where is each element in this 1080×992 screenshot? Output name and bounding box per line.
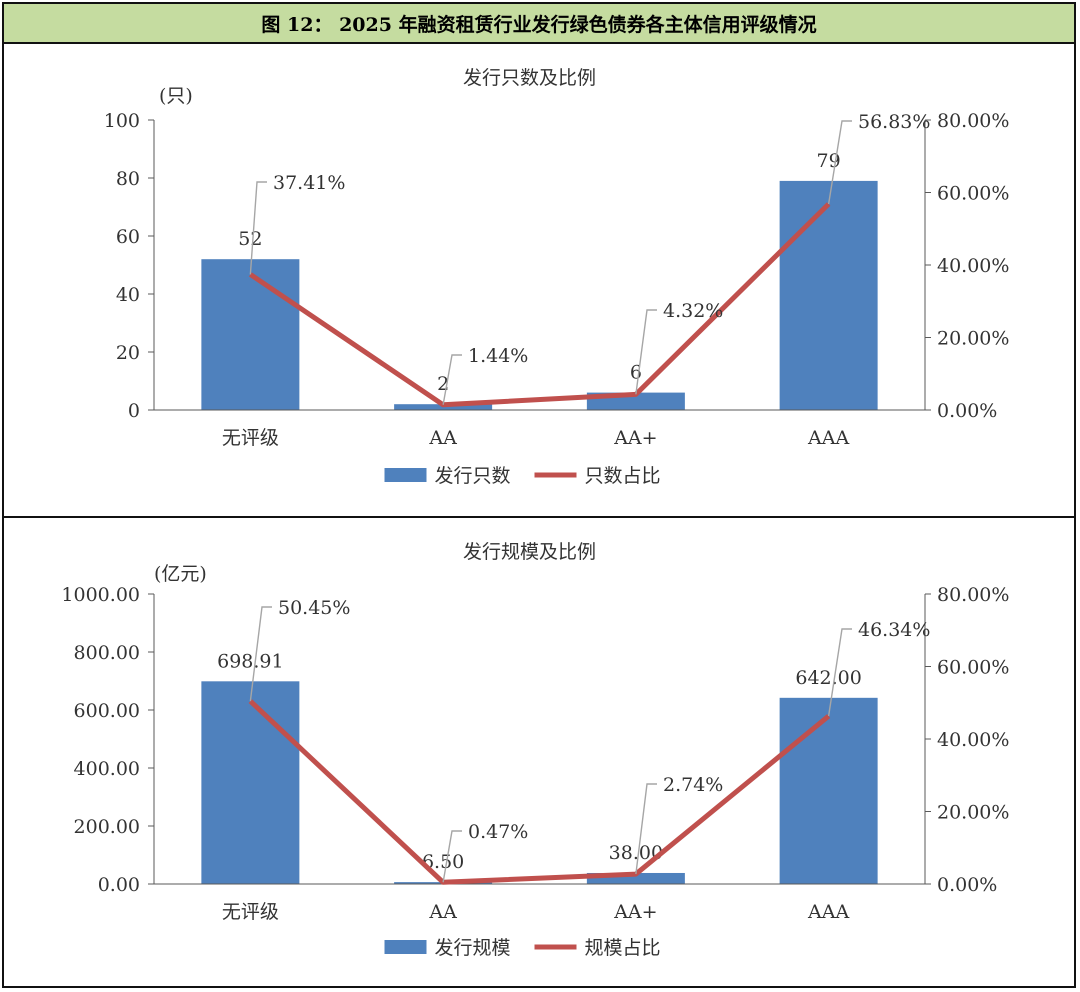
leader-line bbox=[827, 628, 852, 717]
leader-line bbox=[635, 783, 657, 875]
line-value-label: 50.45% bbox=[278, 597, 350, 619]
line-value-label: 1.44% bbox=[468, 345, 528, 367]
category-label: AAA bbox=[807, 427, 849, 449]
line-value-label: 46.34% bbox=[858, 619, 930, 641]
leader-line bbox=[249, 181, 267, 275]
scale-chart: 发行规模及比例 (亿元) 0.00 200.00 400.00 600.00 800.00 1… bbox=[61, 541, 1009, 959]
leader-line bbox=[635, 309, 657, 395]
right-tick-label: 20.00% bbox=[937, 328, 1009, 350]
left-tick-label: 80 bbox=[116, 168, 140, 190]
chart-title: 发行规模及比例 bbox=[463, 541, 596, 563]
line-value-label: 0.47% bbox=[468, 821, 528, 843]
share-line bbox=[248, 202, 831, 408]
figure-title-bar: 图 12： 2025 年融资租赁行业发行绿色债券各主体信用评级情况 bbox=[4, 4, 1074, 44]
bar-3 bbox=[779, 697, 878, 884]
left-tick-label: 60 bbox=[116, 226, 140, 248]
y-axis-unit-label: (亿元) bbox=[154, 563, 207, 585]
category-label: 无评级 bbox=[222, 427, 279, 449]
bar-0 bbox=[201, 259, 300, 410]
bar-2 bbox=[586, 872, 685, 884]
category-label: AA+ bbox=[613, 427, 657, 449]
line-value-label: 37.41% bbox=[273, 172, 345, 194]
y-axis-unit-label: (只) bbox=[159, 85, 193, 107]
bar-value-label: 52 bbox=[238, 228, 262, 250]
legend-bar-label: 发行规模 bbox=[435, 937, 511, 959]
category-label: AA bbox=[428, 427, 457, 449]
legend-line-label: 只数占比 bbox=[585, 465, 661, 487]
left-tick-label: 600.00 bbox=[74, 700, 140, 722]
legend-line-label: 规模占比 bbox=[585, 937, 661, 959]
right-tick-label: 60.00% bbox=[937, 657, 1009, 679]
right-tick-label: 40.00% bbox=[937, 729, 1009, 751]
count-chart: 发行只数及比例 (只) 0 20 40 60 80 100 0.00% 20.00% 40.00% 6… bbox=[104, 67, 1010, 487]
left-tick-label: 40 bbox=[116, 284, 140, 306]
left-tick-label: 1000.00 bbox=[61, 584, 140, 606]
line-value-label: 2.74% bbox=[663, 774, 723, 796]
legend-bar-label: 发行只数 bbox=[435, 465, 511, 487]
left-tick-label: 0.00 bbox=[98, 874, 140, 896]
leader-line bbox=[249, 606, 272, 702]
right-tick-label: 80.00% bbox=[937, 584, 1009, 606]
line-value-label: 4.32% bbox=[663, 300, 723, 322]
bar-0 bbox=[201, 681, 300, 884]
left-tick-label: 800.00 bbox=[74, 642, 140, 664]
category-label: AAA bbox=[807, 901, 849, 923]
bar-value-label: 698.91 bbox=[217, 650, 283, 672]
legend-bar-swatch bbox=[384, 940, 427, 954]
chart-panel-scale: 发行规模及比例 (亿元) 0.00 200.00 400.00 600.00 800.00 1… bbox=[4, 518, 1074, 986]
right-tick-label: 40.00% bbox=[937, 255, 1009, 277]
right-tick-label: 80.00% bbox=[937, 110, 1009, 132]
category-label: AA bbox=[428, 901, 457, 923]
left-tick-label: 0 bbox=[128, 400, 140, 422]
legend-bar-swatch bbox=[384, 468, 427, 482]
leader-line bbox=[442, 830, 462, 883]
category-label: 无评级 bbox=[222, 901, 279, 923]
left-tick-label: 200.00 bbox=[74, 816, 140, 838]
chart-title: 发行只数及比例 bbox=[463, 67, 596, 89]
figure-title: 图 12： 2025 年融资租赁行业发行绿色债券各主体信用评级情况 bbox=[261, 13, 817, 36]
left-tick-label: 20 bbox=[116, 342, 140, 364]
leader-line bbox=[442, 354, 462, 405]
leader-line bbox=[827, 120, 852, 205]
right-tick-label: 20.00% bbox=[937, 802, 1009, 824]
chart-panel-count: 发行只数及比例 (只) 0 20 40 60 80 100 0.00% 20.00% 40.00% 6… bbox=[4, 44, 1074, 518]
category-label: AA+ bbox=[613, 901, 657, 923]
bar-value-label: 38.00 bbox=[609, 842, 663, 864]
line-value-label: 56.83% bbox=[858, 111, 930, 133]
left-tick-label: 400.00 bbox=[74, 758, 140, 780]
left-tick-label: 100 bbox=[104, 110, 140, 132]
bar-value-label: 6.50 bbox=[422, 851, 464, 873]
right-tick-label: 60.00% bbox=[937, 183, 1009, 205]
share-line bbox=[248, 699, 831, 885]
bar-3 bbox=[779, 180, 878, 410]
bar-value-label: 642.00 bbox=[795, 667, 861, 689]
right-tick-label: 0.00% bbox=[937, 400, 997, 422]
right-tick-label: 0.00% bbox=[937, 874, 997, 896]
